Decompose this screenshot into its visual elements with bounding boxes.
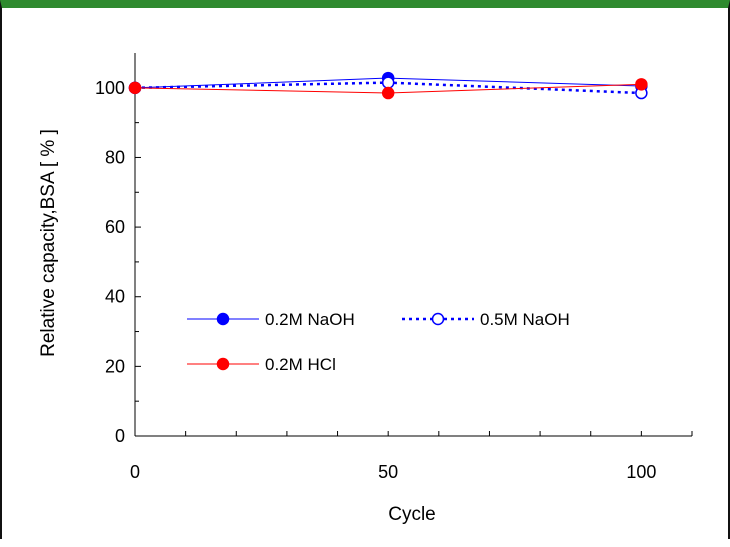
y-tick-label: 80: [105, 147, 125, 167]
data-point: [635, 78, 648, 91]
x-axis-title: Cycle: [388, 504, 436, 525]
chart-axes: 0 20 40 60 80 100 0 50 100: [95, 53, 693, 482]
legend-marker: [216, 357, 230, 371]
data-point: [381, 76, 395, 89]
legend-label: 0.5M NaOH: [480, 310, 570, 329]
data-point: [381, 86, 395, 100]
y-tick-label: 0: [115, 426, 125, 446]
legend-label: 0.2M NaOH: [265, 310, 355, 329]
y-axis-title: Relative capacity,BSA [ % ]: [38, 129, 59, 357]
chart-legend: 0.2M NaOH 0.5M NaOH 0.2M HCl: [187, 310, 570, 374]
y-tick-label: 60: [105, 217, 125, 237]
legend-label: 0.2M HCl: [265, 355, 336, 374]
chart-series: [128, 71, 648, 100]
x-tick-label: 0: [130, 462, 140, 482]
legend-marker: [216, 312, 230, 326]
legend-marker: [431, 312, 445, 326]
y-tick-label: 20: [105, 356, 125, 376]
x-tick-label: 100: [626, 462, 656, 482]
y-tick-label: 40: [105, 287, 125, 307]
y-tick-label: 100: [95, 78, 125, 98]
data-point: [128, 81, 142, 95]
x-tick-label: 50: [378, 462, 398, 482]
